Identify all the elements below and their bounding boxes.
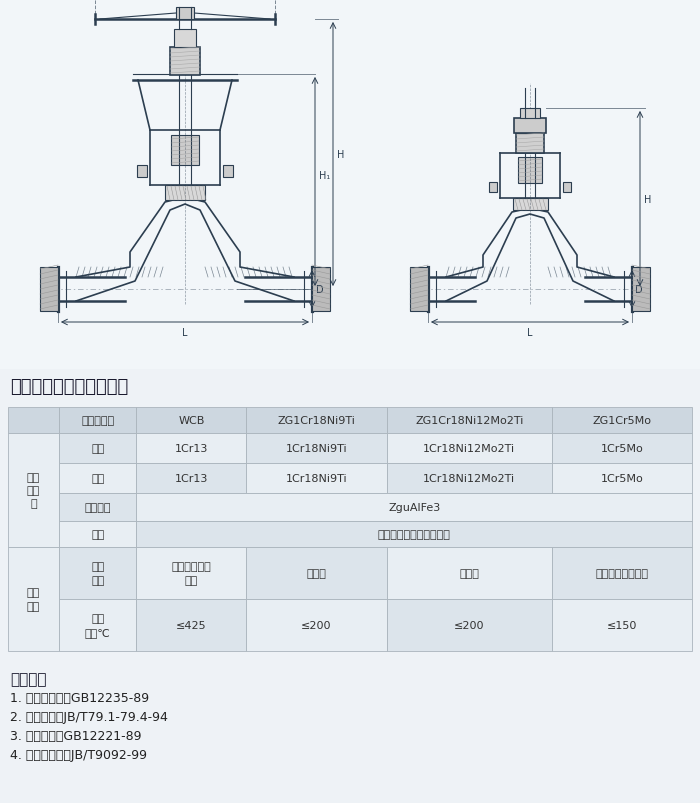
Text: 1Cr18Ni12Mo2Ti: 1Cr18Ni12Mo2Ti xyxy=(424,443,515,454)
Text: 阀瓣: 阀瓣 xyxy=(91,443,104,454)
Bar xyxy=(246,463,386,493)
Bar xyxy=(386,548,552,599)
Bar xyxy=(136,463,246,493)
Text: L: L xyxy=(527,328,533,337)
Text: WCB: WCB xyxy=(178,415,204,426)
Bar xyxy=(60,434,136,463)
Text: D: D xyxy=(316,284,323,295)
Bar xyxy=(136,548,246,599)
Text: ≤425: ≤425 xyxy=(176,620,206,630)
Text: 醋酸类: 醋酸类 xyxy=(459,569,480,578)
Text: 1. 设计、制造：GB12235-89: 1. 设计、制造：GB12235-89 xyxy=(10,691,149,704)
Bar xyxy=(0,0,700,369)
Bar xyxy=(552,434,692,463)
Bar xyxy=(552,548,692,599)
Text: L: L xyxy=(182,328,188,337)
Bar xyxy=(60,599,136,651)
Bar xyxy=(137,165,147,177)
Bar xyxy=(386,434,552,463)
Text: 采用标准: 采用标准 xyxy=(10,671,46,686)
Text: 阀杆螺母: 阀杆螺母 xyxy=(85,503,111,512)
Text: 1Cr5Mo: 1Cr5Mo xyxy=(601,474,643,483)
Text: 主要
零部
件: 主要 零部 件 xyxy=(27,472,40,508)
Bar xyxy=(520,109,540,119)
Text: 阀杆: 阀杆 xyxy=(91,474,104,483)
Text: 蒸汽、油品、
水等: 蒸汽、油品、 水等 xyxy=(172,562,211,585)
Text: H: H xyxy=(644,195,652,205)
Bar xyxy=(386,599,552,651)
Text: 1Cr18Ni9Ti: 1Cr18Ni9Ti xyxy=(286,474,347,483)
Bar xyxy=(8,434,60,548)
Bar xyxy=(516,134,544,154)
Bar xyxy=(60,493,136,521)
Text: 2. 法兰标准：JB/T79.1-79.4-94: 2. 法兰标准：JB/T79.1-79.4-94 xyxy=(10,710,168,723)
Text: 适用
介质: 适用 介质 xyxy=(91,562,104,585)
Text: H: H xyxy=(337,150,344,160)
Text: 柔性石墨、石墨石棉盘根: 柔性石墨、石墨石棉盘根 xyxy=(378,529,451,540)
Bar xyxy=(60,463,136,493)
Text: 阀体、阀盖: 阀体、阀盖 xyxy=(81,415,114,426)
Text: 1Cr18Ni12Mo2Ti: 1Cr18Ni12Mo2Ti xyxy=(424,474,515,483)
Text: 填料: 填料 xyxy=(91,529,104,540)
Bar xyxy=(563,183,571,193)
Bar xyxy=(136,493,692,521)
Bar xyxy=(632,267,650,312)
Text: H₁: H₁ xyxy=(319,171,330,181)
Text: ZG1Cr18Ni9Ti: ZG1Cr18Ni9Ti xyxy=(278,415,356,426)
Bar xyxy=(552,599,692,651)
Bar xyxy=(136,599,246,651)
Bar xyxy=(518,158,542,184)
Bar xyxy=(176,8,194,20)
Text: 蒸汽、油品、水等: 蒸汽、油品、水等 xyxy=(596,569,648,578)
Bar xyxy=(60,548,136,599)
Bar xyxy=(136,407,246,434)
Bar xyxy=(312,267,330,312)
Bar xyxy=(246,407,386,434)
Bar xyxy=(170,48,200,76)
Bar xyxy=(165,185,205,201)
Bar xyxy=(171,136,199,165)
Bar xyxy=(410,267,428,312)
Text: ZG1Cr5Mo: ZG1Cr5Mo xyxy=(592,415,652,426)
Text: 3. 结构长度：GB12221-89: 3. 结构长度：GB12221-89 xyxy=(10,729,141,742)
Bar xyxy=(513,199,548,210)
Text: ≤150: ≤150 xyxy=(607,620,637,630)
Bar xyxy=(8,548,60,651)
Text: 适用
温度℃: 适用 温度℃ xyxy=(85,613,111,637)
Bar xyxy=(552,407,692,434)
Text: 1Cr18Ni9Ti: 1Cr18Ni9Ti xyxy=(286,443,347,454)
Text: D: D xyxy=(635,284,643,295)
Text: 1Cr5Mo: 1Cr5Mo xyxy=(601,443,643,454)
Bar xyxy=(136,521,692,548)
Text: 主要
参数: 主要 参数 xyxy=(27,588,40,611)
Bar xyxy=(552,463,692,493)
Text: 1Cr13: 1Cr13 xyxy=(175,443,208,454)
Bar xyxy=(386,463,552,493)
Bar xyxy=(514,119,546,134)
Bar xyxy=(40,267,58,312)
Bar xyxy=(246,434,386,463)
Bar xyxy=(8,407,60,434)
Text: ZguAlFe3: ZguAlFe3 xyxy=(388,503,440,512)
Text: ZG1Cr18Ni12Mo2Ti: ZG1Cr18Ni12Mo2Ti xyxy=(415,415,524,426)
Text: 4. 检验与试验：JB/T9092-99: 4. 检验与试验：JB/T9092-99 xyxy=(10,748,147,761)
Bar xyxy=(136,434,246,463)
Text: 主要零件材料及性能规范: 主要零件材料及性能规范 xyxy=(10,377,128,396)
Text: 硝酸类: 硝酸类 xyxy=(307,569,326,578)
Bar xyxy=(246,548,386,599)
Bar xyxy=(386,407,552,434)
Text: ≤200: ≤200 xyxy=(301,620,332,630)
Bar xyxy=(223,165,233,177)
Bar xyxy=(60,521,136,548)
Bar xyxy=(246,599,386,651)
Bar xyxy=(60,407,136,434)
Text: ≤200: ≤200 xyxy=(454,620,484,630)
Bar xyxy=(174,30,196,48)
Bar xyxy=(489,183,497,193)
Text: 1Cr13: 1Cr13 xyxy=(175,474,208,483)
